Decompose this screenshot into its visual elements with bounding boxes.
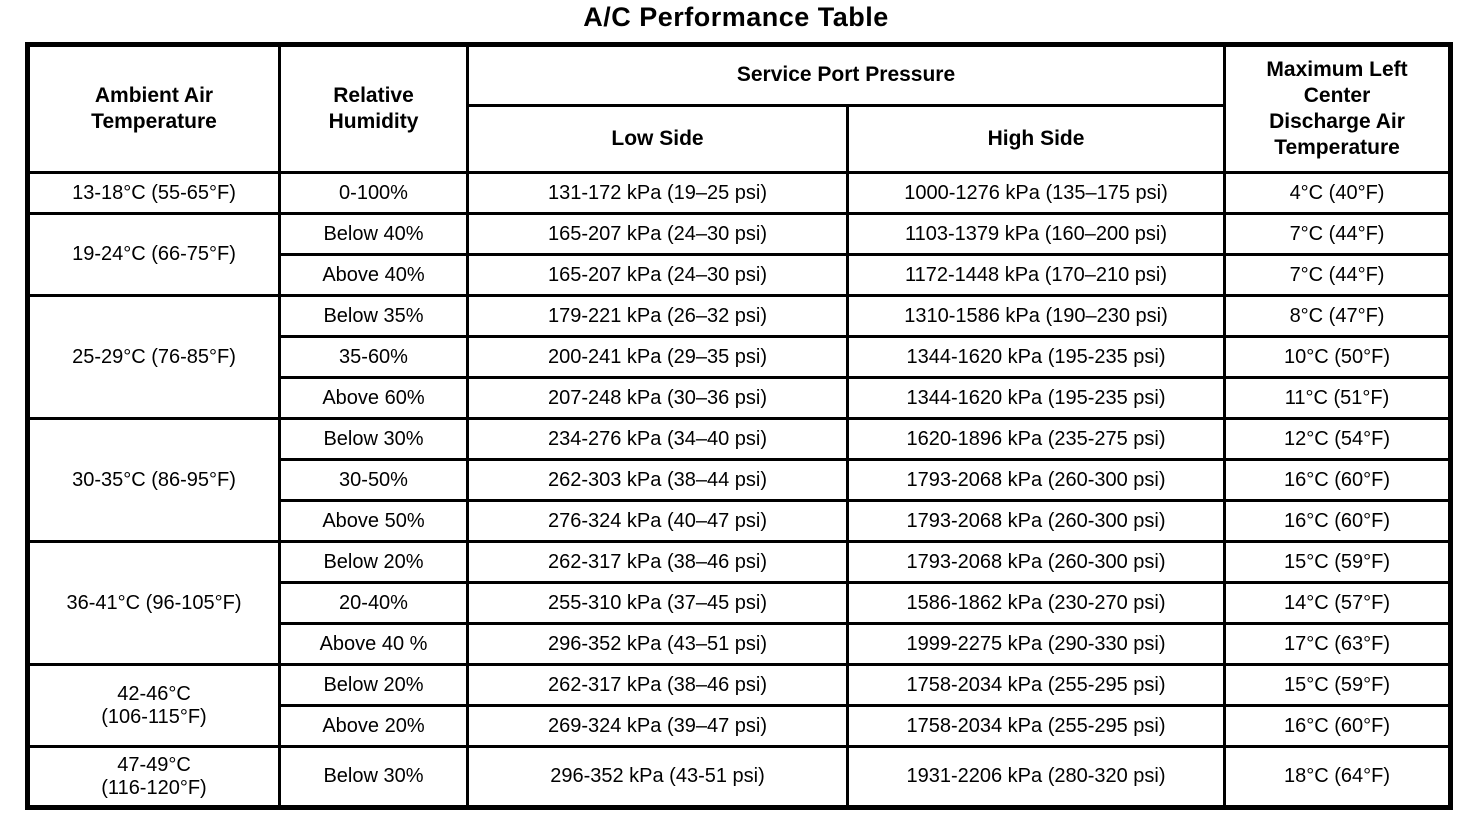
discharge-temp-cell: 14°C (57°F) — [1223, 581, 1453, 625]
high-side-pressure-cell: 1999-2275 kPa (290-330 psi) — [845, 622, 1227, 666]
table-row: Above 50% 276-324 kPa (40–47 psi) 1793-2… — [28, 499, 1453, 543]
low-side-pressure-cell: 262-317 kPa (38–46 psi) — [466, 540, 849, 584]
low-side-pressure-cell: 131-172 kPa (19–25 psi) — [466, 171, 849, 215]
low-side-pressure-cell: 234-276 kPa (34–40 psi) — [466, 417, 849, 461]
discharge-temp-cell: 12°C (54°F) — [1223, 417, 1453, 461]
discharge-temp-cell: 7°C (44°F) — [1223, 253, 1453, 297]
low-side-pressure-cell: 262-303 kPa (38–44 psi) — [466, 458, 849, 502]
low-side-pressure-cell: 296-352 kPa (43-51 psi) — [466, 745, 849, 809]
table-row: 36-41°C (96-105°F) Below 20% 262-317 kPa… — [26, 540, 1453, 666]
discharge-temp-cell: 10°C (50°F) — [1223, 335, 1453, 379]
ambient-temp-cell: 25-29°C (76-85°F) — [26, 294, 281, 420]
humidity-cell: 0-100% — [278, 171, 469, 215]
humidity-cell: Below 40% — [278, 212, 469, 256]
high-side-pressure-cell: 1793-2068 kPa (260-300 psi) — [845, 458, 1227, 502]
humidity-cell: Below 30% — [278, 745, 469, 809]
discharge-temp-cell: 18°C (64°F) — [1223, 745, 1453, 809]
table-row: 47-49°C (116-120°F) Below 30% 296-352 kP… — [26, 745, 1453, 809]
low-side-pressure-cell: 165-207 kPa (24–30 psi) — [466, 253, 849, 297]
humidity-cell: Below 35% — [278, 294, 469, 338]
ambient-temp-cell: 13-18°C (55-65°F) — [26, 171, 281, 215]
discharge-temp-cell: 4°C (40°F) — [1223, 171, 1453, 215]
low-side-pressure-cell: 276-324 kPa (40–47 psi) — [466, 499, 849, 543]
humidity-cell: Below 20% — [278, 663, 469, 707]
header-row-sub: Low Side High Side — [28, 104, 1451, 174]
humidity-cell: 20-40% — [278, 581, 469, 625]
high-side-pressure-cell: 1310-1586 kPa (190–230 psi) — [845, 294, 1227, 338]
table-row: 19-24°C (66-75°F) Below 40% 165-207 kPa … — [26, 212, 1453, 297]
high-side-header: High Side — [845, 104, 1227, 174]
high-side-pressure-cell: 1344-1620 kPa (195-235 psi) — [845, 376, 1227, 420]
discharge-temp-cell: 8°C (47°F) — [1223, 294, 1453, 338]
low-side-pressure-cell: 262-317 kPa (38–46 psi) — [466, 663, 849, 707]
low-side-pressure-cell: 296-352 kPa (43–51 psi) — [466, 622, 849, 666]
table-row: 30-35°C (86-95°F) Below 30% 234-276 kPa … — [26, 417, 1453, 543]
table-row: 25-29°C (76-85°F) Below 35% 179-221 kPa … — [26, 294, 1453, 420]
low-side-pressure-cell: 255-310 kPa (37–45 psi) — [466, 581, 849, 625]
table-row: Above 40 % 296-352 kPa (43–51 psi) 1999-… — [28, 622, 1453, 666]
table-row: 42-46°C (106-115°F) Below 20% 262-317 kP… — [26, 663, 1453, 748]
humidity-cell: Above 40 % — [278, 622, 469, 666]
low-side-pressure-cell: 207-248 kPa (30–36 psi) — [466, 376, 849, 420]
table-row: 20-40% 255-310 kPa (37–45 psi) 1586-1862… — [28, 581, 1453, 625]
discharge-temp-cell: 11°C (51°F) — [1223, 376, 1453, 420]
discharge-temp-cell: 17°C (63°F) — [1223, 622, 1453, 666]
ambient-temp-cell: 19-24°C (66-75°F) — [26, 212, 281, 297]
service-port-pressure-header: Service Port Pressure — [465, 43, 1227, 107]
ambient-temp-cell: 42-46°C (106-115°F) — [26, 663, 281, 748]
high-side-pressure-cell: 1793-2068 kPa (260-300 psi) — [845, 499, 1227, 543]
discharge-temp-cell: 16°C (60°F) — [1223, 704, 1453, 748]
ac-performance-table: Ambient Air Temperature Relative Humidit… — [25, 42, 1454, 810]
humidity-cell: Above 20% — [278, 704, 469, 748]
high-side-pressure-cell: 1586-1862 kPa (230-270 psi) — [845, 581, 1227, 625]
discharge-temp-cell: 16°C (60°F) — [1223, 499, 1453, 543]
humidity-cell: 30-50% — [278, 458, 469, 502]
table-row: 30-50% 262-303 kPa (38–44 psi) 1793-2068… — [28, 458, 1453, 502]
high-side-pressure-cell: 1172-1448 kPa (170–210 psi) — [845, 253, 1227, 297]
ambient-temp-cell: 47-49°C (116-120°F) — [26, 745, 281, 809]
discharge-temp-cell: 7°C (44°F) — [1223, 212, 1453, 256]
discharge-temp-cell: 16°C (60°F) — [1223, 458, 1453, 502]
discharge-temp-cell: 15°C (59°F) — [1223, 540, 1453, 584]
high-side-pressure-cell: 1620-1896 kPa (235-275 psi) — [845, 417, 1227, 461]
max-discharge-temp-header: Maximum Left Center Discharge Air Temper… — [1223, 43, 1453, 174]
ambient-temp-cell: 30-35°C (86-95°F) — [26, 417, 281, 543]
relative-humidity-header: Relative Humidity — [278, 43, 469, 174]
low-side-header: Low Side — [466, 104, 849, 174]
humidity-cell: Above 40% — [278, 253, 469, 297]
high-side-pressure-cell: 1793-2068 kPa (260-300 psi) — [845, 540, 1227, 584]
low-side-pressure-cell: 269-324 kPa (39–47 psi) — [466, 704, 849, 748]
humidity-cell: Above 50% — [278, 499, 469, 543]
table-row: 13-18°C (55-65°F) 0-100% 131-172 kPa (19… — [26, 171, 1453, 215]
ambient-temp-cell: 36-41°C (96-105°F) — [26, 540, 281, 666]
humidity-cell: Below 30% — [278, 417, 469, 461]
low-side-pressure-cell: 179-221 kPa (26–32 psi) — [466, 294, 849, 338]
low-side-pressure-cell: 200-241 kPa (29–35 psi) — [466, 335, 849, 379]
high-side-pressure-cell: 1931-2206 kPa (280-320 psi) — [845, 745, 1227, 809]
header-row-top: Ambient Air Temperature Relative Humidit… — [26, 43, 1453, 174]
humidity-cell: Above 60% — [278, 376, 469, 420]
discharge-temp-cell: 15°C (59°F) — [1223, 663, 1453, 707]
low-side-pressure-cell: 165-207 kPa (24–30 psi) — [466, 212, 849, 256]
high-side-pressure-cell: 1344-1620 kPa (195-235 psi) — [845, 335, 1227, 379]
table-row: Above 60% 207-248 kPa (30–36 psi) 1344-1… — [28, 376, 1453, 420]
high-side-pressure-cell: 1000-1276 kPa (135–175 psi) — [845, 171, 1227, 215]
high-side-pressure-cell: 1758-2034 kPa (255-295 psi) — [845, 663, 1227, 707]
high-side-pressure-cell: 1103-1379 kPa (160–200 psi) — [845, 212, 1227, 256]
table-row: Above 20% 269-324 kPa (39–47 psi) 1758-2… — [28, 704, 1453, 748]
page-title: A/C Performance Table — [583, 2, 889, 32]
table-row: Above 40% 165-207 kPa (24–30 psi) 1172-1… — [28, 253, 1453, 297]
high-side-pressure-cell: 1758-2034 kPa (255-295 psi) — [845, 704, 1227, 748]
ambient-air-temperature-header: Ambient Air Temperature — [26, 43, 281, 174]
table-row: 35-60% 200-241 kPa (29–35 psi) 1344-1620… — [28, 335, 1453, 379]
humidity-cell: Below 20% — [278, 540, 469, 584]
humidity-cell: 35-60% — [278, 335, 469, 379]
